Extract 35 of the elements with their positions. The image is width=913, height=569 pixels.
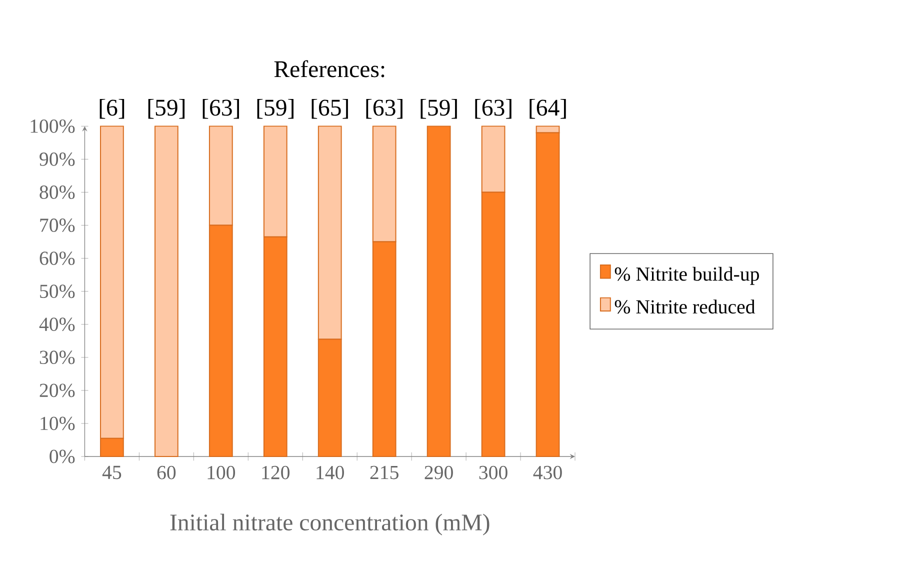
x-tick-label: 45 xyxy=(102,466,122,479)
y-tick-label: 50% xyxy=(40,284,75,298)
y-tick-label: 100% xyxy=(30,119,75,133)
bar xyxy=(426,125,451,457)
text: [6] xyxy=(100,98,124,118)
text: [63] xyxy=(202,98,239,118)
text: [59] xyxy=(420,98,457,118)
x-tick-label: 120 xyxy=(262,466,290,480)
legend-label: % Nitrite build-up xyxy=(614,266,759,285)
bar xyxy=(154,125,178,457)
text: [59] xyxy=(148,98,185,118)
x-tick-label: 60 xyxy=(157,466,176,480)
y-tick-label: 0% xyxy=(50,450,75,463)
text: [64] xyxy=(530,98,566,118)
legend-label: % Nitrite reduced xyxy=(614,299,756,314)
y-tick-label: 40% xyxy=(39,317,75,331)
x-tick-label: 430 xyxy=(533,466,562,480)
text: [65] xyxy=(312,98,348,118)
y-tick-label: 70% xyxy=(40,218,75,232)
x-tick-label: 100 xyxy=(208,466,236,480)
y-tick-label: 20% xyxy=(40,383,75,397)
y-tick-label: 60% xyxy=(40,251,75,265)
y-tick-label: 80% xyxy=(40,185,75,199)
y-tick-label: 10% xyxy=(40,416,75,430)
text: [59] xyxy=(257,98,294,118)
x-tick-label: 300 xyxy=(479,466,508,480)
text: References: xyxy=(274,60,384,78)
x-tick-label: 215 xyxy=(370,466,398,479)
y-tick-label: 30% xyxy=(40,350,75,364)
text: [63] xyxy=(475,98,512,118)
x-axis-title: Initial nitrate concentration (mM) xyxy=(170,514,490,536)
y-tick-label: 90% xyxy=(40,152,75,166)
x-tick-label: 140 xyxy=(316,466,344,480)
text: [63] xyxy=(366,98,402,118)
x-tick-label: 290 xyxy=(424,466,453,480)
